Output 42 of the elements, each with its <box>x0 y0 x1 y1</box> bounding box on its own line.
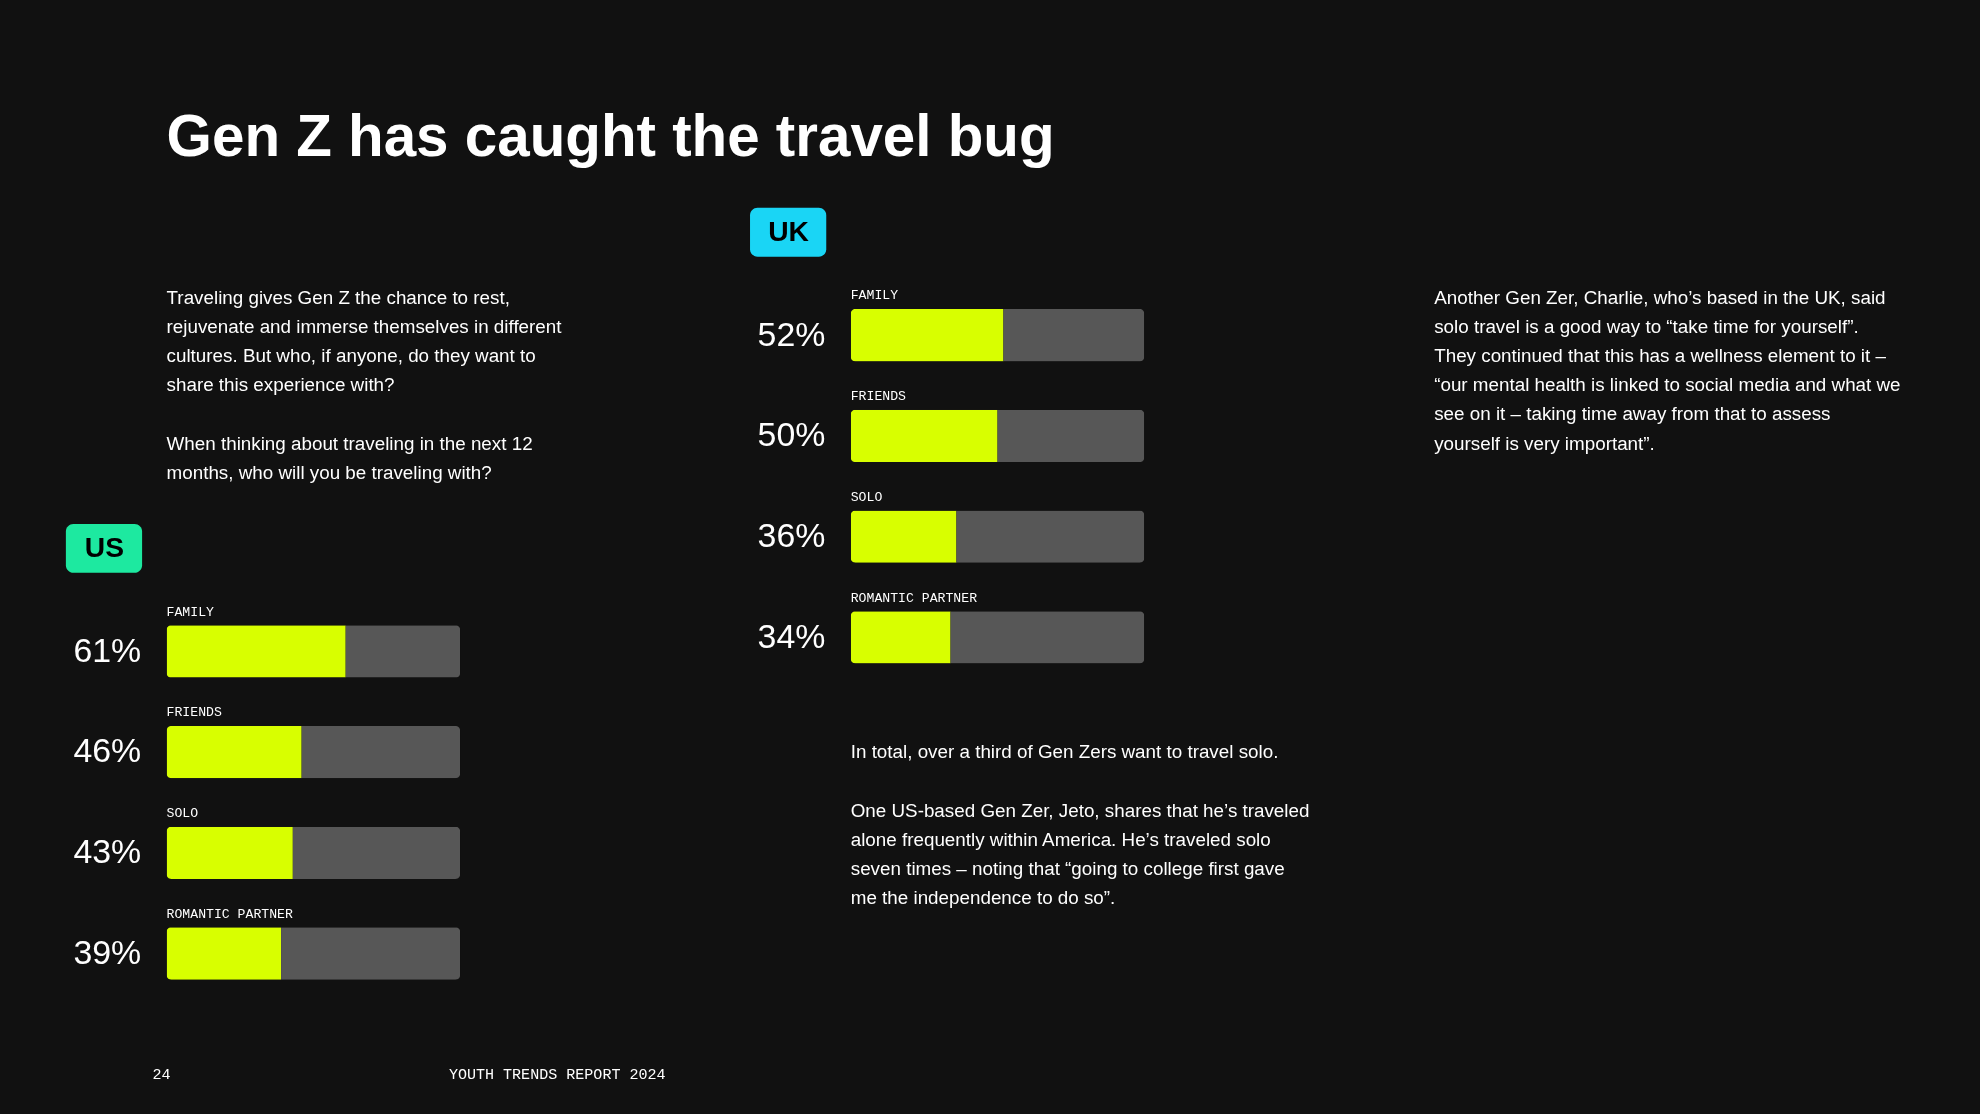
bar <box>292 826 461 879</box>
y-tick-label: FRIENDS <box>166 705 222 721</box>
y-tick-label: SOLO <box>166 806 199 822</box>
text: One US-based Gen Zer, Jeto, shares that he’s traveled alone frequently within America. He’s traveled solo seven times – noting that “going to college first gave me the independence to do so”. <box>850 799 1310 909</box>
bar <box>281 927 461 980</box>
text: Another Gen Zer, Charlie, who’s based in the UK, said solo travel is a good way to “take time for yourself”. They continued that this has a wellness element to it – “our mental health is linked to social media and what we see on it – taking time away from that to assess yourself is very important”. <box>1434 286 1901 454</box>
text: Gen Z has caught the travel bug <box>166 102 1055 168</box>
y-tick-label: FRIENDS <box>850 389 907 405</box>
bar <box>850 409 998 463</box>
bar <box>956 510 1145 563</box>
data-label: 52% <box>757 314 826 353</box>
y-tick-label: FAMILY <box>166 604 215 620</box>
chart-title: UK <box>768 214 810 247</box>
bar <box>997 409 1145 463</box>
y-tick-label: ROMANTIC PARTNER <box>166 906 293 922</box>
bar <box>301 725 461 779</box>
chart-title: US <box>84 530 125 563</box>
y-tick-label: ROMANTIC PARTNER <box>850 590 978 606</box>
text: Traveling gives Gen Z the chance to rest, rejuvenate and immerse themselves in different cultures. But who, if anyone, do they want to share this experience with? <box>166 286 563 396</box>
bar <box>1003 309 1145 362</box>
y-tick-label: SOLO <box>850 489 883 505</box>
bar <box>850 611 951 664</box>
text: YOUTH TRENDS REPORT 2024 <box>448 1066 666 1085</box>
bar <box>166 625 346 678</box>
text: 24 <box>152 1066 171 1085</box>
data-label: 36% <box>757 515 826 554</box>
bar <box>850 309 1004 362</box>
data-label: 39% <box>73 932 142 971</box>
bar <box>166 927 282 980</box>
data-label: 43% <box>73 832 142 871</box>
bar <box>166 826 293 879</box>
bar <box>166 725 302 779</box>
data-label: 34% <box>757 616 826 655</box>
data-label: 46% <box>73 731 142 770</box>
bar <box>850 510 957 563</box>
data-label: 50% <box>757 415 826 454</box>
data-label: 61% <box>73 630 142 669</box>
text: When thinking about traveling in the next 12 months, who will you be traveling with? <box>166 432 533 483</box>
bar <box>950 611 1145 664</box>
text: In total, over a third of Gen Zers want to travel solo. <box>850 741 1279 763</box>
bar <box>345 625 461 678</box>
y-tick-label: FAMILY <box>850 288 899 304</box>
